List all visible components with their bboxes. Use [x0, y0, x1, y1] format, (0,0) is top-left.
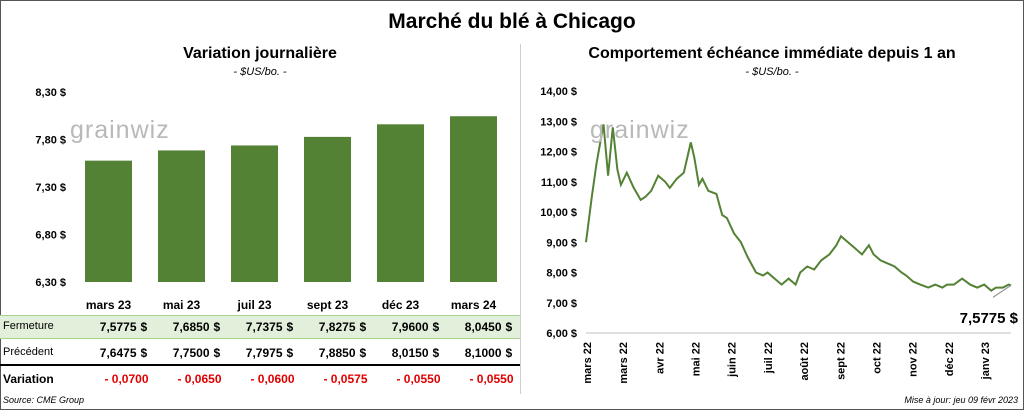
- table-cell-close: 8,0450: [464, 320, 502, 334]
- x-tick-label: janv 23: [980, 342, 992, 380]
- table-cell-close: 7,9600: [391, 320, 429, 334]
- table-cell-prev: 7,6475: [99, 346, 137, 360]
- y-tick-label: 7,00 $: [546, 298, 577, 310]
- x-tick-label: mars 23: [86, 298, 132, 312]
- table-cell-prev: 7,8850: [318, 346, 356, 360]
- row-label-close: Fermeture: [3, 320, 54, 332]
- table-cell-currency: $: [286, 320, 294, 334]
- bar: [450, 116, 497, 282]
- x-tick-label: mars 22: [582, 342, 594, 384]
- y-tick-label: 14,00 $: [540, 86, 577, 98]
- right-logo-watermark: grainwiz: [590, 116, 690, 144]
- row-label-prev: Précédent: [3, 346, 54, 358]
- table-cell-currency: $: [286, 346, 294, 360]
- table-cell-currency: $: [213, 320, 221, 334]
- series-line: [585, 124, 1012, 292]
- table-cell-currency: $: [359, 346, 367, 360]
- x-tick-label: août 22: [799, 342, 811, 381]
- x-tick-label: déc 22: [944, 342, 956, 376]
- x-tick-label: oct 22: [872, 342, 884, 374]
- table-row-prev: Précédent 7,6475 $7,7500 $7,7975 $7,8850 $8,…: [0, 342, 520, 366]
- bar: [377, 124, 424, 282]
- x-tick-label: mai 23: [163, 298, 201, 312]
- y-tick-label: 6,00 $: [546, 328, 577, 340]
- table-cell-currency: $: [213, 346, 221, 360]
- table-cell-currency: $: [432, 320, 440, 334]
- source-note: Source: CME Group: [3, 395, 85, 405]
- x-tick-label: déc 23: [382, 298, 420, 312]
- x-tick-label: nov 22: [908, 342, 920, 377]
- right-chart-subtitle: - $US/bo. -: [745, 66, 799, 78]
- table-cell-var: - 0,0700: [104, 372, 149, 386]
- bar-chart: 6,30 $ 6,80 $ 7,30 $ 7,80 $ 8,30 $ mars 23 mai…: [35, 87, 497, 312]
- table-cell-currency: $: [359, 320, 367, 334]
- last-value-label: 7,5775 $: [960, 310, 1019, 327]
- y-tick-label: 8,30 $: [35, 87, 66, 99]
- x-tick-label: mai 22: [691, 342, 703, 376]
- main-title: Marché du blé à Chicago: [388, 10, 636, 33]
- x-tick-label: mars 24: [451, 298, 497, 312]
- y-tick-label: 12,00 $: [540, 147, 577, 159]
- y-tick-label: 6,80 $: [35, 230, 66, 242]
- table-cell-close: 7,7375: [245, 320, 283, 334]
- y-tick-label: 8,00 $: [546, 268, 577, 280]
- table-cell-currency: $: [505, 346, 513, 360]
- y-tick-label: 6,30 $: [35, 277, 66, 289]
- table-cell-prev: 8,1000: [464, 346, 502, 360]
- y-tick-label: 13,00 $: [540, 116, 577, 128]
- x-tick-label: mars 22: [618, 342, 630, 384]
- table-cell-prev: 8,0150: [391, 346, 429, 360]
- panel-divider: [520, 44, 521, 394]
- line-chart: 6,00 $ 7,00 $ 8,00 $ 9,00 $ 10,00 $ 11,00 $ 12…: [540, 86, 1019, 384]
- y-tick-label: 7,80 $: [35, 135, 66, 147]
- bar: [304, 136, 351, 282]
- table-cell-close: 7,8275: [318, 320, 356, 334]
- x-tick-label: avr 22: [654, 342, 666, 374]
- x-tick-label: juil 22: [763, 342, 775, 374]
- last-value-leader: [992, 284, 1012, 298]
- table-row-var: Variation - 0,0700 - 0,0650 - 0,0600 - 0,05…: [0, 368, 520, 390]
- right-chart-title: Comportement échéance immédiate depuis 1…: [588, 45, 956, 62]
- update-note: Mise à jour: jeu 09 févr 2023: [904, 395, 1018, 405]
- table-cell-currency: $: [140, 320, 148, 334]
- left-chart-subtitle: - $US/bo. -: [233, 66, 287, 78]
- bar: [158, 150, 205, 282]
- y-tick-label: 10,00 $: [540, 207, 577, 219]
- x-tick-label: sept 23: [307, 298, 349, 312]
- y-tick-label: 11,00 $: [541, 177, 577, 189]
- x-tick-label: sept 22: [835, 342, 847, 380]
- table-cell-var: - 0,0650: [177, 372, 222, 386]
- table-cell-close: 7,6850: [172, 320, 210, 334]
- row-label-var: Variation: [3, 372, 54, 386]
- y-tick-label: 7,30 $: [35, 182, 66, 194]
- table-cell-var: - 0,0600: [250, 372, 295, 386]
- table-cell-prev: 7,7500: [172, 346, 210, 360]
- x-tick-label: juin 22: [727, 342, 739, 378]
- table-cell-var: - 0,0550: [469, 372, 514, 386]
- table-row-close: Fermeture 7,5775 $7,6850 $7,7375 $7,8275 $7,…: [0, 315, 520, 339]
- left-chart-title: Variation journalière: [183, 45, 337, 62]
- table-cell-currency: $: [432, 346, 440, 360]
- bar: [85, 160, 132, 282]
- x-tick-label: juil 23: [236, 298, 271, 312]
- table-cell-var: - 0,0550: [396, 372, 441, 386]
- left-logo-watermark: grainwiz: [70, 116, 170, 144]
- table-cell-currency: $: [505, 320, 513, 334]
- y-tick-label: 9,00 $: [546, 237, 577, 249]
- table-cell-close: 7,5775: [99, 320, 137, 334]
- bar: [231, 145, 278, 282]
- table-cell-prev: 7,7975: [245, 346, 283, 360]
- table-cell-currency: $: [140, 346, 148, 360]
- table-cell-var: - 0,0575: [323, 372, 368, 386]
